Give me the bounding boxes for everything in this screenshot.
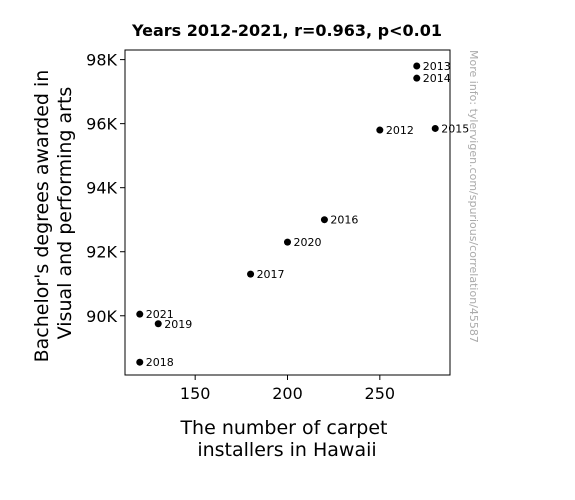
y-tick-label: 90K <box>86 307 117 326</box>
y-axis-label: Bachelor's degrees awarded in Visual and… <box>31 64 76 363</box>
plot-area <box>124 49 451 376</box>
data-label-2015: 2015 <box>441 122 469 135</box>
y-tick-label: 92K <box>86 243 117 262</box>
x-tick-label: 150 <box>180 384 211 403</box>
data-label-2014: 2014 <box>423 72 451 85</box>
data-point-2017 <box>247 270 255 278</box>
y-tick-label: 98K <box>86 51 117 70</box>
data-point-2012 <box>376 126 384 134</box>
data-point-2014 <box>413 74 421 82</box>
data-label-2020: 2020 <box>294 236 322 249</box>
x-axis-label: The number of carpet installers in Hawai… <box>179 417 393 461</box>
chart-title: Years 2012-2021, r=0.963, p<0.01 <box>131 21 442 40</box>
data-point-2019 <box>154 320 162 328</box>
x-axis-label-line-1: The number of carpet <box>179 417 387 439</box>
y-axis-label-line-2: Visual and performing arts <box>54 87 76 340</box>
y-axis: 90K 92K 94K 96K 98K <box>86 51 125 326</box>
data-label-2018: 2018 <box>146 356 174 369</box>
data-point-2018 <box>136 358 144 366</box>
data-point-2015 <box>431 124 439 132</box>
data-point-2013 <box>413 62 421 70</box>
y-axis-label-line-1: Bachelor's degrees awarded in <box>31 70 53 363</box>
y-tick-label: 94K <box>86 179 117 198</box>
data-label-2021: 2021 <box>146 308 174 321</box>
x-axis-label-line-2: installers in Hawaii <box>197 439 376 461</box>
x-tick-label: 250 <box>365 384 396 403</box>
data-label-2012: 2012 <box>386 124 414 137</box>
data-label-2017: 2017 <box>257 268 285 281</box>
x-tick-label: 200 <box>272 384 303 403</box>
x-axis: 150 200 250 <box>180 375 395 403</box>
data-point-2020 <box>284 238 291 246</box>
watermark-text: More info: tylervigen.com/spurious/corre… <box>467 50 480 343</box>
y-tick-label: 96K <box>86 115 117 134</box>
plot-frame <box>124 49 451 376</box>
data-label-2019: 2019 <box>164 318 192 331</box>
data-label-2016: 2016 <box>330 214 358 227</box>
data-label-2013: 2013 <box>423 60 451 73</box>
data-point-2016 <box>320 216 328 224</box>
data-point-2021 <box>136 310 144 318</box>
